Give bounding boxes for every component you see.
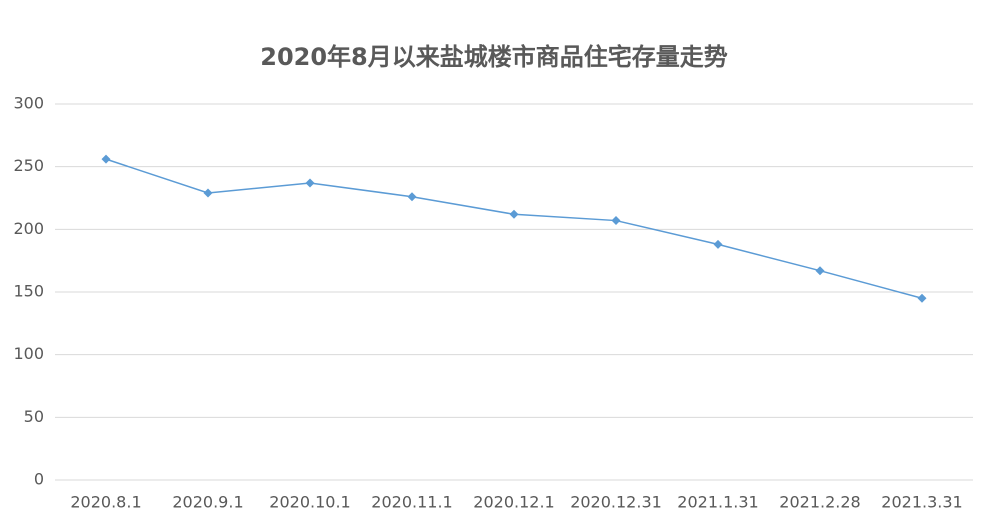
data-point xyxy=(407,192,417,202)
y-tick-label: 0 xyxy=(34,470,44,489)
y-tick-label: 200 xyxy=(13,219,44,238)
y-tick-label: 100 xyxy=(13,344,44,363)
data-point xyxy=(509,209,519,219)
x-tick-label: 2020.11.1 xyxy=(371,493,452,512)
y-tick-label: 50 xyxy=(24,407,44,426)
x-tick-label: 2021.3.31 xyxy=(881,493,962,512)
x-tick-label: 2021.2.28 xyxy=(779,493,860,512)
y-tick-label: 250 xyxy=(13,156,44,175)
data-line xyxy=(105,158,923,299)
x-tick-label: 2020.9.1 xyxy=(172,493,243,512)
x-tick-label: 2020.12.1 xyxy=(473,493,554,512)
data-point xyxy=(611,216,621,226)
data-point xyxy=(815,266,825,276)
x-tick-label: 2020.8.1 xyxy=(70,493,141,512)
x-tick-label: 2021.1.31 xyxy=(677,493,758,512)
data-point xyxy=(305,178,315,188)
data-point xyxy=(713,239,723,249)
chart-title: 2020年8月以来盐城楼市商品住宅存量走势 xyxy=(260,43,728,71)
data-point xyxy=(917,293,927,303)
y-tick-label: 300 xyxy=(13,94,44,113)
x-tick-label: 2020.10.1 xyxy=(269,493,350,512)
data-point xyxy=(203,188,213,198)
data-point xyxy=(101,154,111,164)
x-tick-label: 2020.12.31 xyxy=(570,493,662,512)
y-tick-label: 150 xyxy=(13,282,44,301)
